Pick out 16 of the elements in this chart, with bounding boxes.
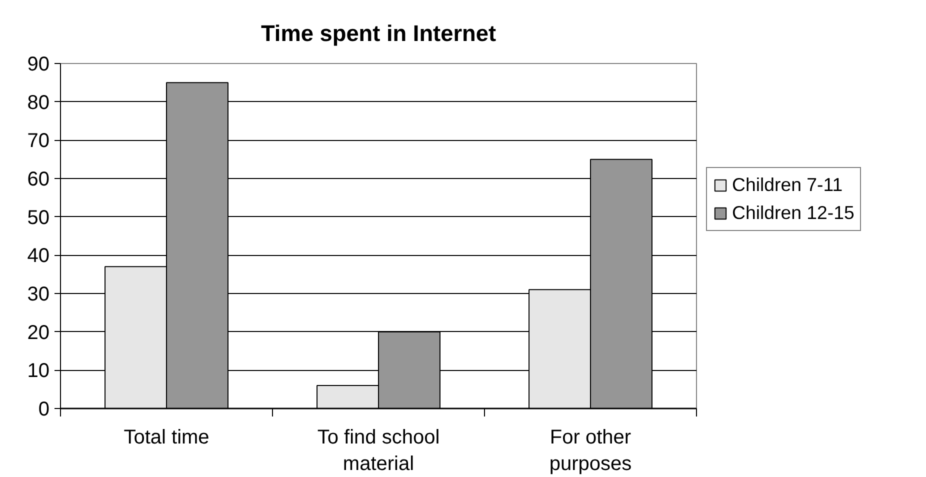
- y-tick-label: 10: [27, 360, 50, 382]
- y-tick-label: 40: [27, 245, 50, 268]
- x-tick-label: To find school material: [317, 426, 440, 475]
- y-tick-label: 50: [27, 206, 50, 229]
- legend-label: Children 12-15: [732, 202, 854, 224]
- y-tick-label: 80: [27, 92, 50, 114]
- y-tick-label: 0: [38, 398, 50, 420]
- x-tick-label: Total time: [124, 426, 210, 448]
- y-tick-label: 60: [27, 168, 50, 190]
- y-tick-label: 20: [27, 322, 50, 344]
- legend-label: Children 7-11: [732, 174, 843, 196]
- y-tick-label: 90: [27, 54, 50, 76]
- y-tick-label: 70: [27, 130, 50, 152]
- y-tick-label: 30: [27, 284, 50, 306]
- chart-title: Time spent in Internet: [261, 20, 496, 46]
- x-tick-label: For other purposes: [549, 426, 632, 475]
